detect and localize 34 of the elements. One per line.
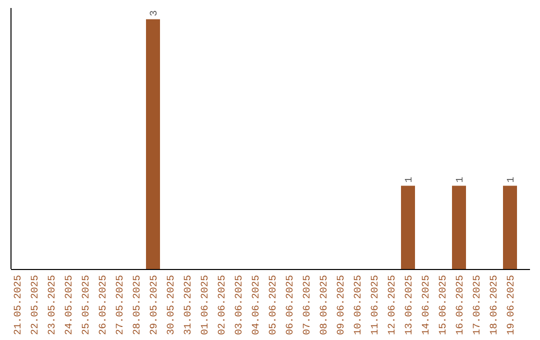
x-tick-label: 05.06.2025 bbox=[268, 275, 280, 336]
x-tick-label: 03.06.2025 bbox=[234, 275, 246, 336]
x-tick-label: 27.05.2025 bbox=[116, 275, 126, 336]
x-tick-label: 11.06.2025 bbox=[370, 275, 382, 336]
x-tick-label: 19.06.2025 bbox=[506, 275, 518, 336]
x-tick-label: 25.05.2025 bbox=[82, 275, 92, 336]
x-tick-label: 17.06.2025 bbox=[472, 275, 484, 336]
data-label: 1 bbox=[456, 176, 466, 183]
data-label: 1 bbox=[506, 176, 518, 183]
x-tick-label: 14.06.2025 bbox=[422, 275, 432, 336]
x-tick-label: 30.05.2025 bbox=[166, 275, 178, 336]
data-label: 3 bbox=[150, 10, 160, 16]
x-tick-label: 15.06.2025 bbox=[438, 275, 450, 336]
x-tick-label: 23.05.2025 bbox=[48, 275, 58, 336]
x-tick-label: 18.06.2025 bbox=[490, 275, 500, 336]
x-tick-label: 13.06.2025 bbox=[404, 275, 416, 336]
x-tick-label: 07.06.2025 bbox=[302, 275, 314, 336]
x-tick-label: 06.06.2025 bbox=[286, 275, 296, 336]
x-tick-label: 04.06.2025 bbox=[252, 275, 262, 336]
x-tick-label: 21.05.2025 bbox=[14, 275, 24, 336]
x-tick-label: 08.06.2025 bbox=[320, 275, 330, 336]
x-tick-label: 28.05.2025 bbox=[132, 275, 144, 336]
data-label: 1 bbox=[404, 176, 416, 183]
x-tick-label: 16.06.2025 bbox=[456, 275, 466, 336]
x-tick-label: 31.05.2025 bbox=[184, 275, 194, 336]
x-tick-label: 22.05.2025 bbox=[30, 275, 42, 336]
x-tick-label: 26.05.2025 bbox=[98, 275, 110, 336]
x-tick-label: 12.06.2025 bbox=[388, 275, 398, 336]
x-tick-label: 02.06.2025 bbox=[218, 275, 228, 336]
x-tick-label: 29.05.2025 bbox=[150, 275, 160, 336]
x-tick-label: 10.06.2025 bbox=[354, 275, 364, 336]
x-tick-label: 09.06.2025 bbox=[336, 275, 348, 336]
x-tick-label: 01.06.2025 bbox=[200, 275, 212, 336]
x-tick-label: 24.05.2025 bbox=[64, 275, 76, 336]
